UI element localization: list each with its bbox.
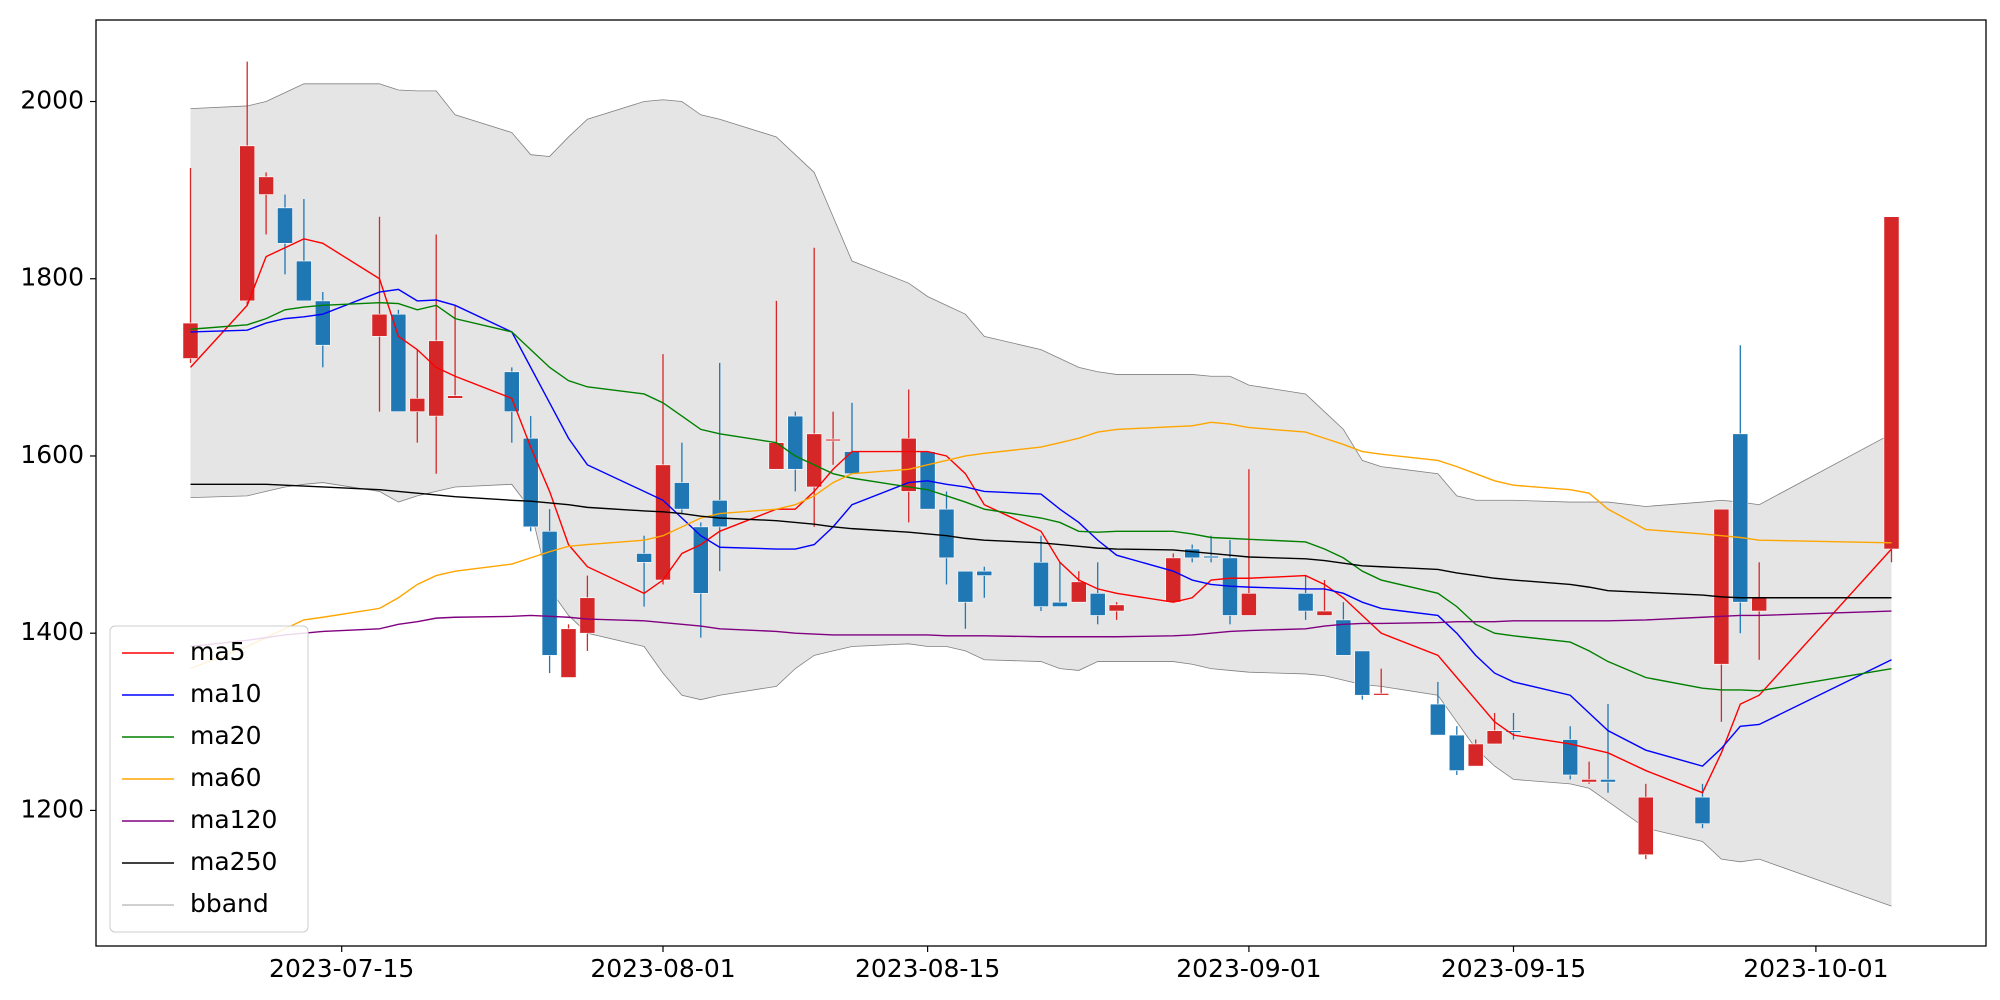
candle-body — [1335, 619, 1352, 656]
candle-body — [1297, 593, 1314, 612]
candle-body — [522, 437, 539, 528]
x-tick-label: 2023-08-01 — [590, 954, 735, 983]
candle-body — [1600, 779, 1616, 783]
candle-body — [1316, 610, 1333, 616]
axes-frame — [95, 19, 1987, 947]
candle-body — [636, 553, 652, 563]
candle-body — [1751, 597, 1768, 612]
legend-box — [109, 625, 309, 933]
candle-body — [1581, 779, 1597, 783]
legend-label: ma10 — [190, 679, 261, 708]
candle-body — [1448, 734, 1465, 771]
legend-label: ma20 — [190, 721, 261, 750]
legend-label: ma120 — [190, 805, 277, 834]
candle-body — [1354, 650, 1371, 696]
candle-body — [1033, 562, 1049, 607]
candle-body — [1486, 730, 1503, 745]
legend-label: ma250 — [190, 847, 277, 876]
x-tick-label: 2023-07-15 — [269, 954, 414, 983]
candle-body — [655, 464, 671, 581]
candle-body — [541, 530, 558, 656]
candle-body — [371, 313, 388, 337]
candle-body — [296, 260, 312, 302]
candle-body — [428, 340, 445, 417]
candle-body — [409, 398, 426, 412]
candle-body — [1089, 593, 1106, 616]
candle-body — [390, 313, 407, 412]
candle-body — [825, 438, 841, 442]
y-tick-label: 1600 — [20, 440, 84, 469]
candle-body — [900, 437, 917, 492]
ma-line — [190, 421, 1892, 670]
plot — [182, 61, 1900, 907]
band-lower — [190, 482, 1892, 907]
candle-body — [1713, 508, 1730, 665]
candle-body — [1505, 730, 1522, 733]
candle-body — [579, 597, 596, 634]
candle-body — [1241, 593, 1257, 616]
candle-body — [1562, 739, 1579, 776]
candle-body — [503, 371, 520, 412]
candle-body — [787, 415, 804, 470]
candle-body — [239, 145, 256, 302]
y-tick-label: 2000 — [20, 86, 84, 115]
x-tick-label: 2023-10-01 — [1743, 954, 1888, 983]
candle-body — [1108, 604, 1125, 612]
candle-body — [560, 628, 577, 678]
candle-body — [692, 526, 709, 594]
candle-body — [447, 395, 463, 399]
candle-body — [844, 451, 860, 474]
legend-label: ma5 — [190, 637, 246, 666]
candle-body — [1732, 433, 1749, 603]
candle-body — [1373, 693, 1390, 696]
candle-body — [938, 508, 955, 559]
candle-body — [1467, 743, 1484, 767]
candle-body — [1883, 216, 1900, 550]
x-tick-label: 2023-09-15 — [1441, 954, 1586, 983]
ma-line — [190, 483, 1892, 599]
ma-line — [190, 288, 1892, 767]
legend-label: ma60 — [190, 763, 261, 792]
candle-body — [1184, 548, 1201, 559]
candle-body — [277, 207, 293, 244]
candle-body — [976, 570, 993, 576]
y-tick-label: 1800 — [20, 263, 84, 292]
candle-body — [1165, 557, 1182, 603]
candle-body — [1203, 555, 1219, 559]
candle-body — [957, 570, 974, 603]
candle-body — [1052, 601, 1068, 607]
candle-body — [258, 176, 274, 195]
ma-line — [190, 301, 1892, 692]
y-tick-label: 1200 — [20, 794, 84, 823]
x-tick-label: 2023-09-01 — [1176, 954, 1321, 983]
candle-body — [1430, 703, 1446, 736]
x-tick-label: 2023-08-15 — [855, 954, 1000, 983]
candle-body — [1694, 796, 1711, 825]
candle-body — [1070, 581, 1087, 603]
legend-label: bband — [190, 889, 269, 918]
y-tick-label: 1400 — [20, 617, 84, 646]
band-upper — [190, 83, 1892, 507]
ma-line — [190, 610, 1892, 648]
candle-body — [1637, 796, 1654, 856]
candle-body — [674, 482, 690, 510]
candle-body — [314, 300, 331, 346]
candle-body — [806, 433, 823, 488]
